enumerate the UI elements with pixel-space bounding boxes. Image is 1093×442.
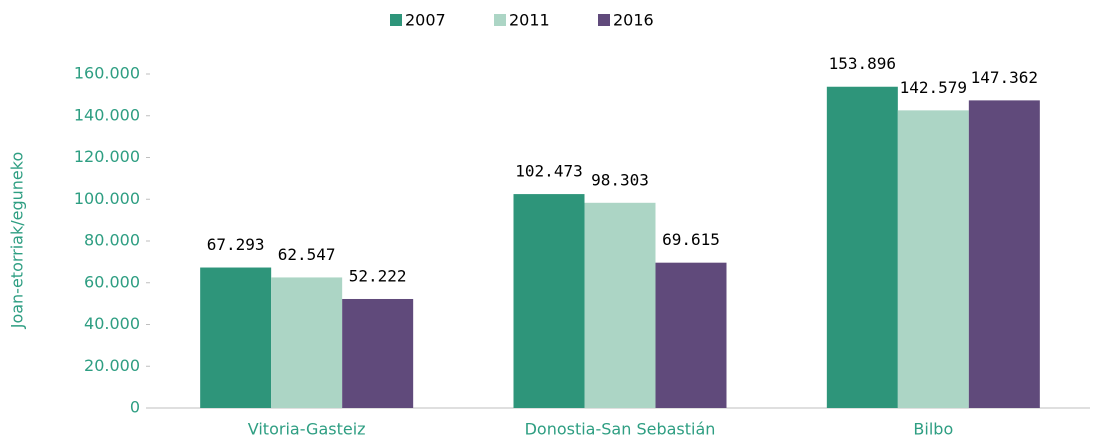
y-tick-label: 120.000 bbox=[74, 147, 140, 166]
data-label: 147.362 bbox=[971, 68, 1038, 87]
y-axis-label: Joan-etorriak/eguneko bbox=[8, 152, 27, 330]
legend-label: 2007 bbox=[405, 11, 446, 30]
bar bbox=[513, 194, 585, 408]
legend-swatch bbox=[390, 14, 402, 26]
y-tick-label: 160.000 bbox=[74, 64, 140, 83]
bar bbox=[271, 277, 343, 408]
data-label: 62.547 bbox=[278, 245, 336, 264]
y-tick-label: 40.000 bbox=[84, 314, 140, 333]
bar bbox=[342, 298, 414, 408]
bar bbox=[897, 110, 969, 409]
data-label: 102.473 bbox=[515, 162, 582, 181]
y-tick-label: 60.000 bbox=[84, 272, 140, 291]
x-tick-label: Donostia-San Sebastián bbox=[525, 420, 716, 439]
x-tick-label: Bilbo bbox=[913, 420, 953, 439]
x-tick-label: Vitoria-Gasteiz bbox=[248, 420, 366, 439]
bar bbox=[655, 262, 727, 408]
y-tick-label: 80.000 bbox=[84, 231, 140, 250]
y-tick-label: 100.000 bbox=[74, 189, 140, 208]
legend-label: 2011 bbox=[509, 11, 550, 30]
legend-swatch bbox=[494, 14, 506, 26]
bar bbox=[200, 267, 272, 408]
data-label: 52.222 bbox=[349, 266, 407, 285]
bar bbox=[968, 100, 1040, 408]
data-label: 142.579 bbox=[900, 78, 967, 97]
legend-label: 2016 bbox=[613, 11, 654, 30]
bar bbox=[826, 86, 898, 409]
y-tick-label: 20.000 bbox=[84, 356, 140, 375]
data-label: 153.896 bbox=[829, 54, 896, 73]
y-tick-label: 0 bbox=[130, 398, 140, 417]
data-label: 98.303 bbox=[591, 170, 649, 189]
bar bbox=[584, 202, 656, 408]
data-label: 69.615 bbox=[662, 230, 720, 249]
y-tick-label: 140.000 bbox=[74, 105, 140, 124]
data-label: 67.293 bbox=[207, 235, 265, 254]
legend-swatch bbox=[598, 14, 610, 26]
